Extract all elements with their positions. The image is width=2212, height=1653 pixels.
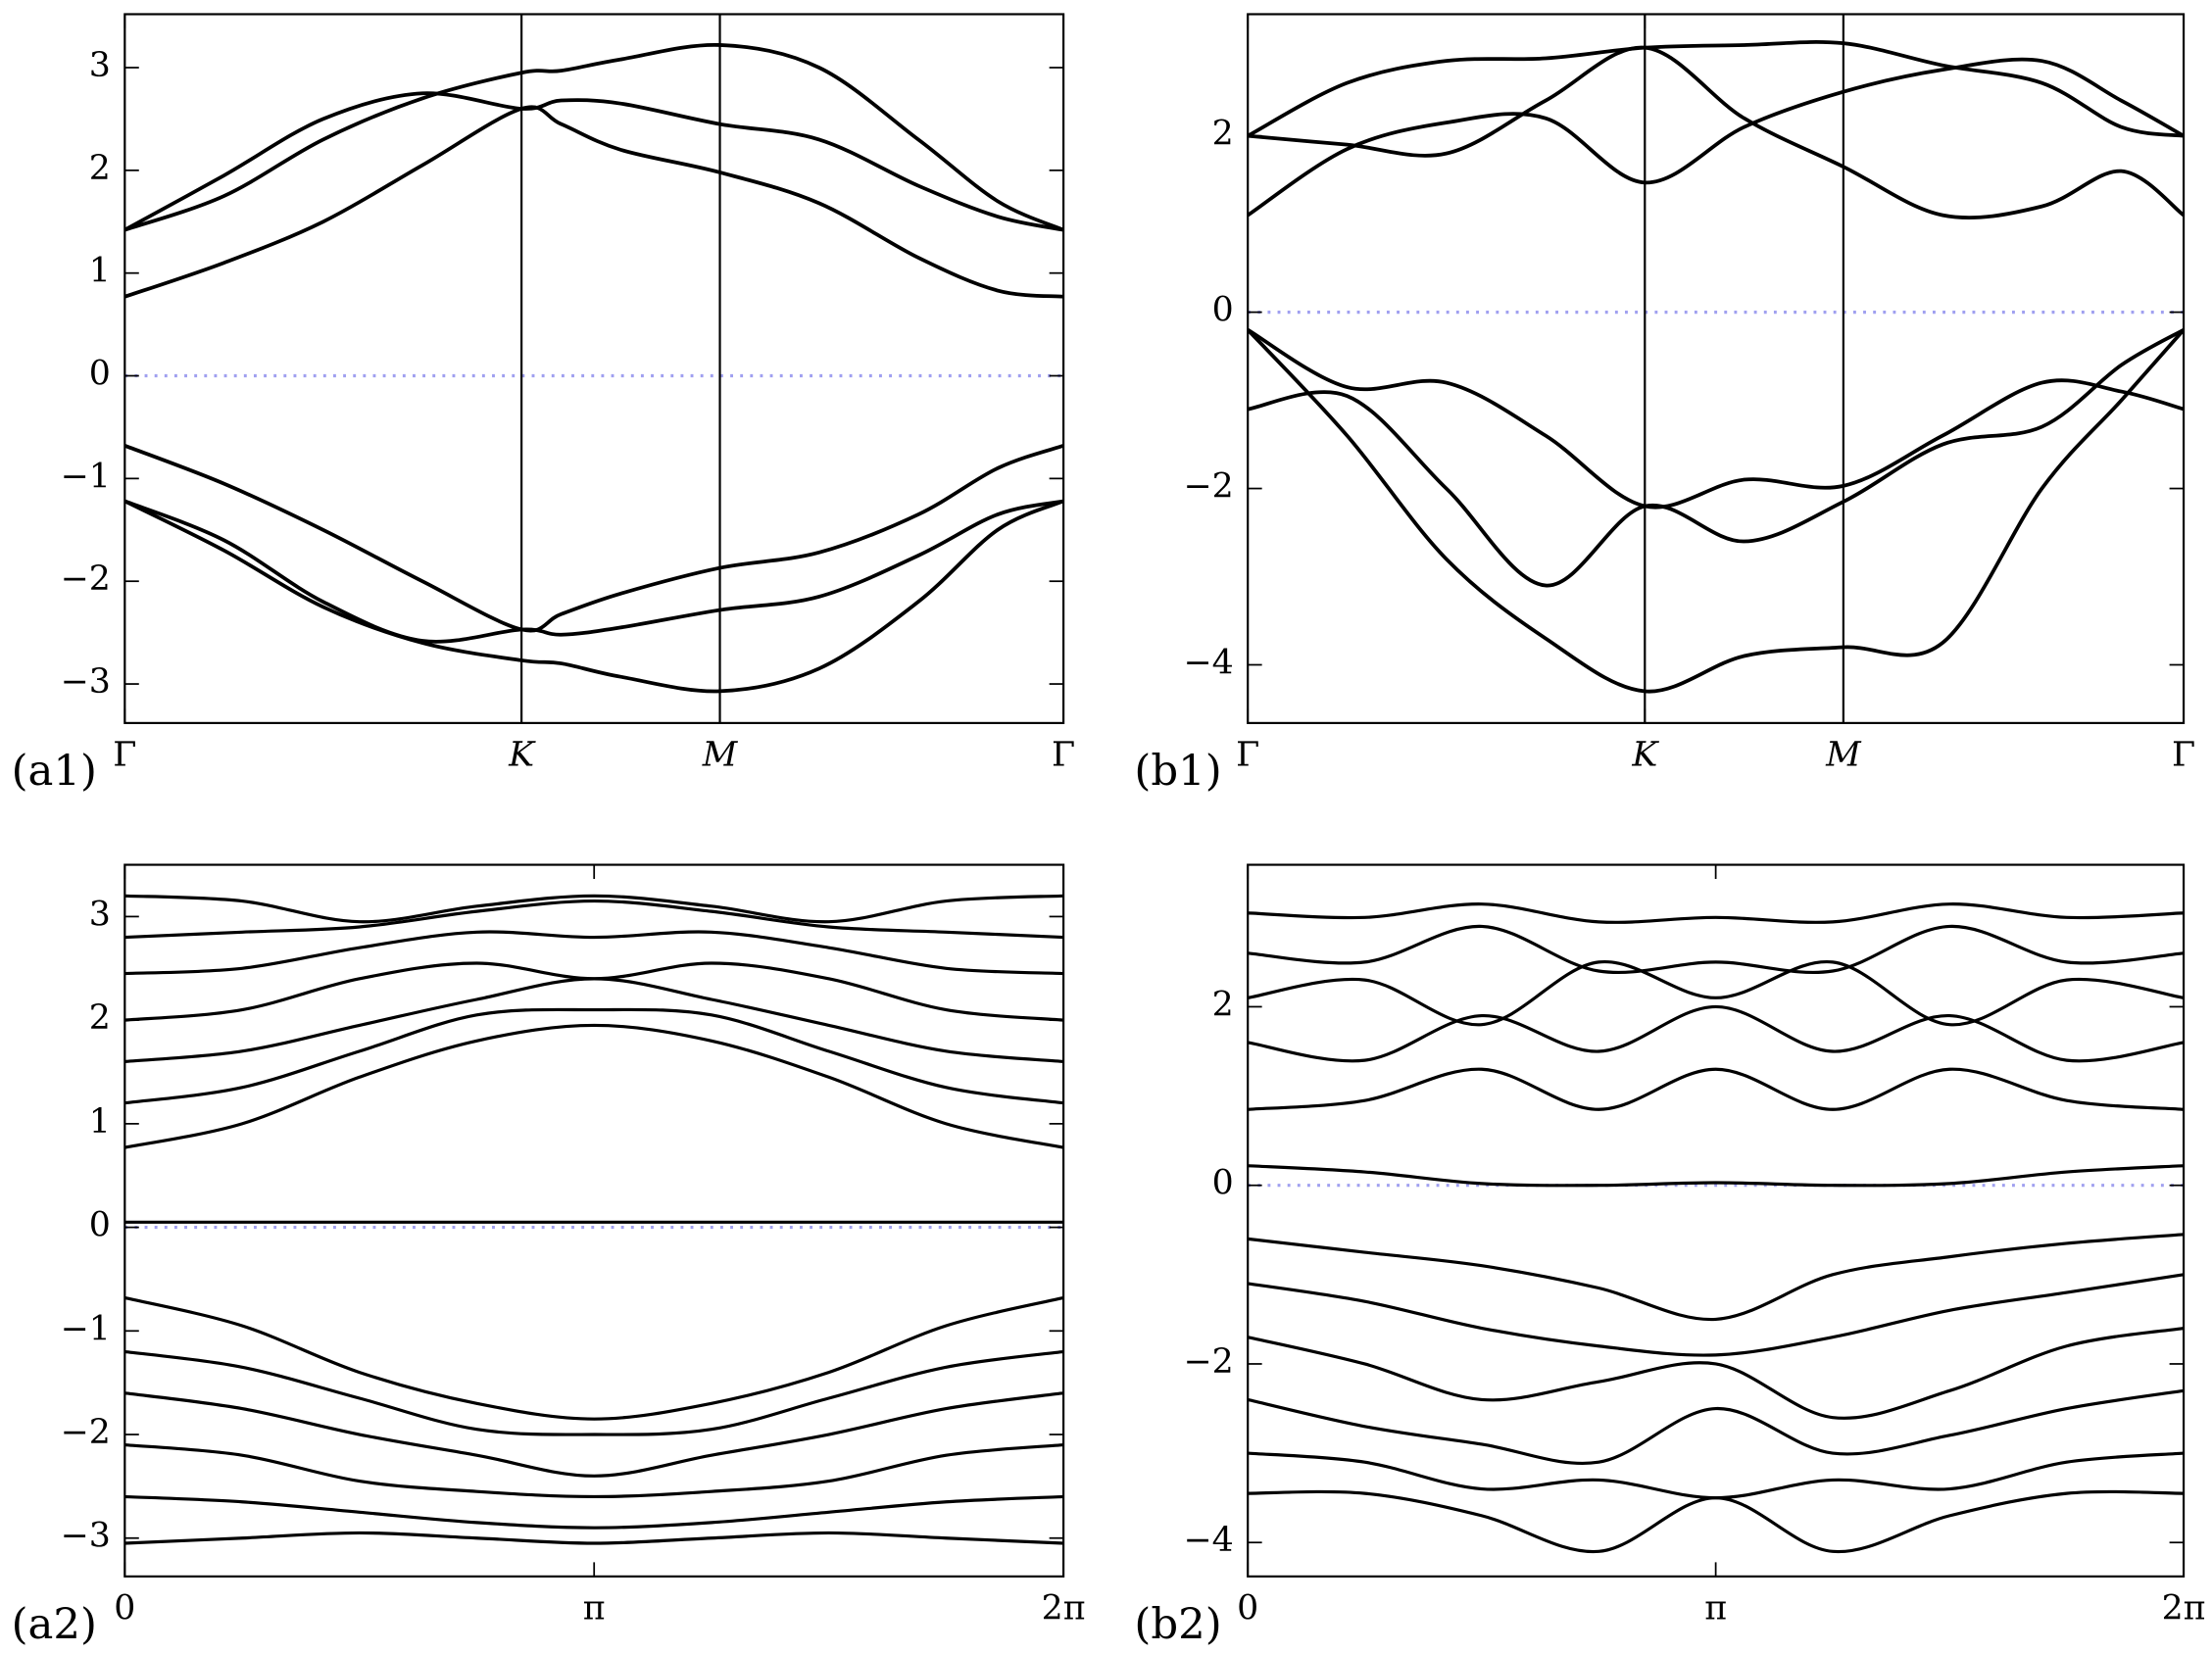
y-tick-label: −2 — [61, 559, 111, 599]
band-line — [124, 1349, 1064, 1436]
plot-frame — [1247, 13, 2186, 724]
band-line — [124, 444, 1064, 633]
band-line — [124, 499, 1064, 694]
band-line — [124, 105, 1064, 299]
band-line — [1248, 327, 2185, 510]
plot-frame — [123, 13, 1065, 724]
y-tick-label: 2 — [89, 998, 111, 1038]
band-line — [124, 1007, 1064, 1105]
band-line — [1248, 57, 2185, 218]
panel-label: (a2) — [12, 1600, 97, 1649]
x-tick-label: M — [702, 736, 739, 775]
y-tick-label: −3 — [61, 1517, 111, 1556]
band-line — [1248, 328, 2185, 694]
band-line — [1248, 1067, 2185, 1111]
panel-label: (a1) — [12, 747, 97, 796]
band-line — [124, 1443, 1064, 1499]
y-tick-label: 2 — [1212, 985, 1234, 1024]
x-tick-label: Γ — [1236, 736, 1259, 775]
band-line — [124, 899, 1064, 940]
band-line — [124, 91, 1064, 232]
band-line — [124, 894, 1064, 924]
y-tick-label: 1 — [89, 252, 111, 291]
x-tick-label: 2π — [1042, 1589, 1086, 1629]
x-tick-label: M — [1825, 736, 1862, 775]
band-line — [124, 1295, 1064, 1421]
x-tick-label: K — [508, 736, 536, 775]
y-tick-label: −4 — [1184, 1521, 1234, 1560]
x-tick-label: π — [583, 1589, 606, 1629]
y-tick-label: −2 — [1184, 467, 1234, 507]
y-tick-label: −1 — [61, 1309, 111, 1348]
band-line — [1248, 1004, 2185, 1063]
panel: Γ K M Γ −4 −2 0 2 (b1) — [1134, 13, 2195, 796]
y-tick-label: 1 — [89, 1102, 111, 1142]
y-tick-label: −2 — [61, 1413, 111, 1452]
y-tick-label: 2 — [1212, 115, 1234, 154]
band-line — [124, 1023, 1064, 1149]
band-line — [1248, 1489, 2185, 1554]
band-line — [124, 961, 1064, 1022]
band-line — [124, 1531, 1064, 1545]
panel-label: (b1) — [1134, 747, 1221, 796]
y-tick-label: −2 — [1184, 1342, 1234, 1382]
y-tick-label: 0 — [89, 355, 111, 394]
band-line — [124, 977, 1064, 1064]
x-tick-label: 0 — [114, 1589, 135, 1629]
panel: 0 π 2π −3 −2 −1 0 1 2 3 (a2) — [12, 863, 1086, 1649]
plot-frame — [1247, 863, 2186, 1578]
y-tick-label: 2 — [89, 149, 111, 188]
y-tick-label: −1 — [61, 457, 111, 496]
band-line — [124, 42, 1064, 232]
y-tick-label: −4 — [1184, 644, 1234, 683]
band-line — [1248, 1164, 2185, 1188]
band-line — [1248, 1388, 2185, 1465]
x-tick-label: 0 — [1237, 1589, 1258, 1629]
band-line — [1248, 1233, 2185, 1322]
panel-label: (b2) — [1134, 1600, 1221, 1649]
panel: 0 π 2π −4 −2 0 2 (b2) — [1134, 863, 2206, 1649]
y-tick-label: 0 — [1212, 291, 1234, 330]
x-tick-label: Γ — [113, 736, 136, 775]
band-line — [1248, 327, 2185, 588]
x-tick-label: Γ — [1052, 736, 1075, 775]
band-line — [1248, 40, 2185, 138]
y-tick-label: −3 — [61, 662, 111, 702]
band-line — [1248, 924, 2185, 975]
band-line — [1248, 902, 2185, 924]
y-tick-label: 0 — [1212, 1164, 1234, 1203]
band-line — [1248, 1451, 2185, 1500]
y-tick-label: 0 — [89, 1206, 111, 1245]
y-tick-label: 3 — [89, 895, 111, 934]
x-tick-label: Γ — [2172, 736, 2195, 775]
x-tick-label: 2π — [2162, 1589, 2206, 1629]
band-line — [1248, 1273, 2185, 1357]
band-line — [124, 930, 1064, 976]
band-line — [124, 1494, 1064, 1530]
band-line — [124, 1391, 1064, 1478]
x-tick-label: π — [1704, 1589, 1727, 1629]
band-line — [1248, 45, 2185, 220]
plot-frame — [123, 863, 1065, 1578]
band-line — [1248, 960, 2185, 1027]
y-tick-label: 3 — [89, 46, 111, 85]
band-line — [124, 499, 1064, 644]
band-line — [1248, 1326, 2185, 1420]
x-tick-label: K — [1631, 736, 1659, 775]
